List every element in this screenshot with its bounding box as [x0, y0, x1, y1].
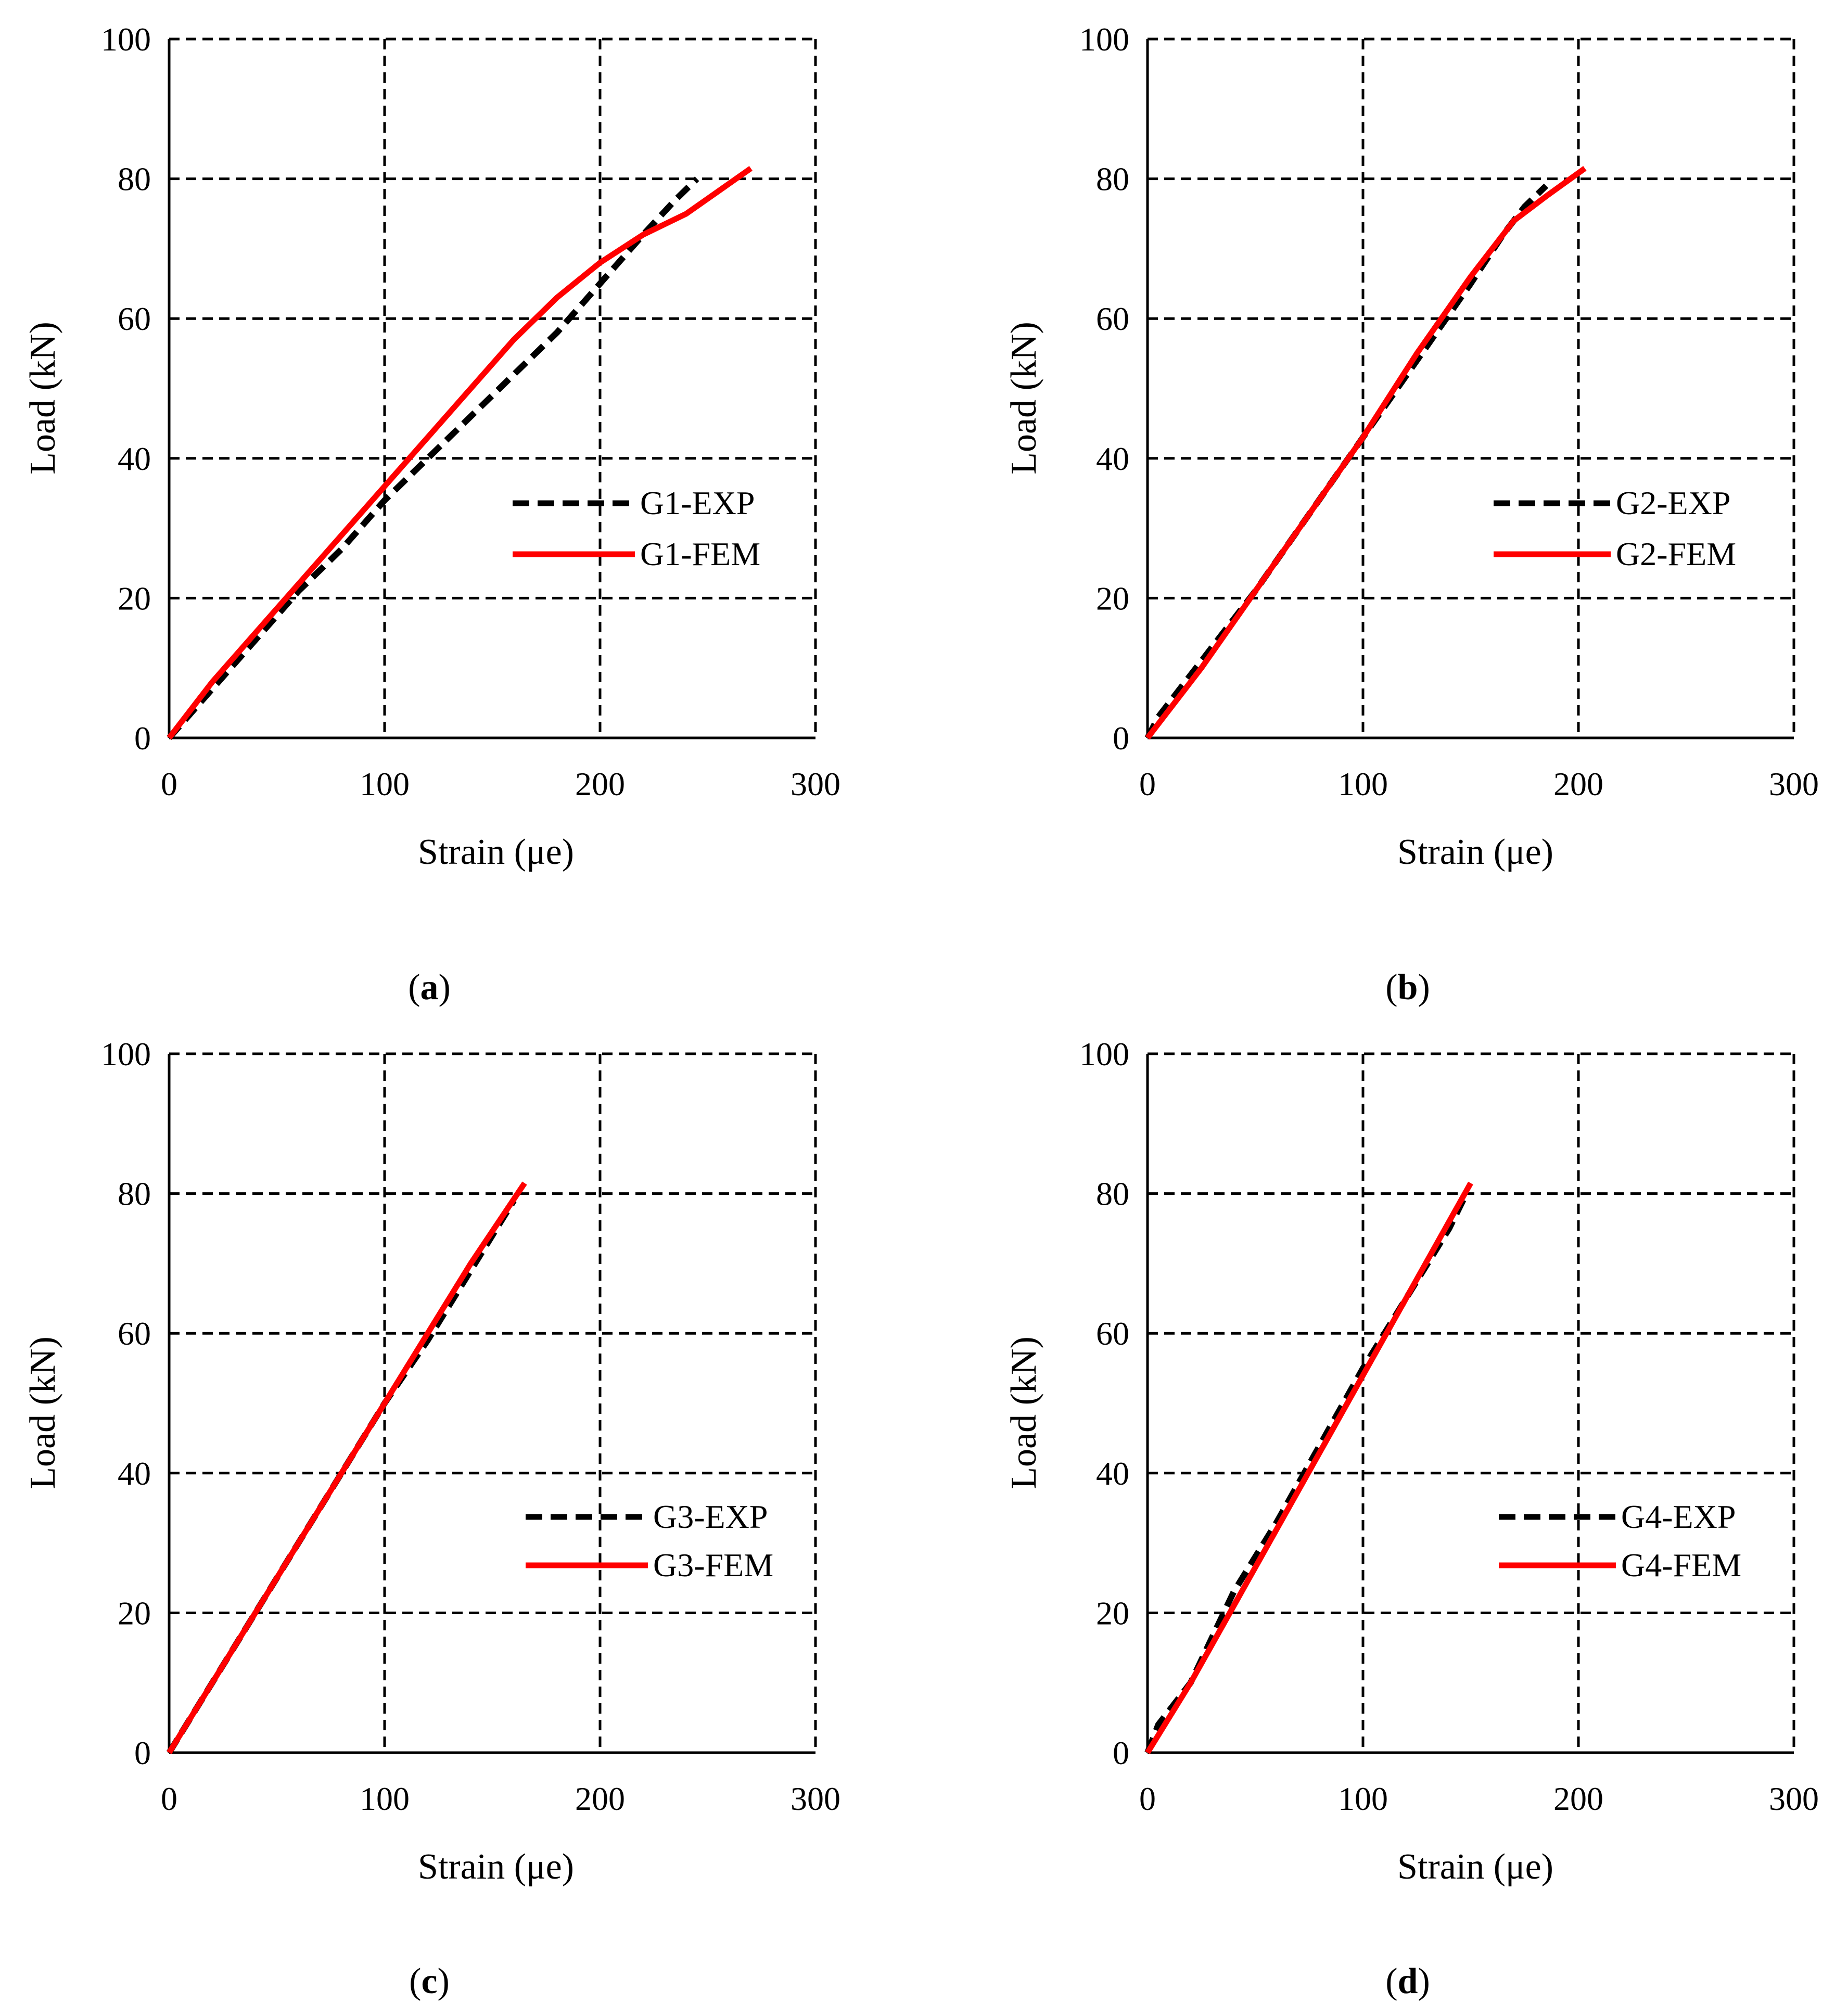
legend: G3-EXP G3-FEM	[526, 1498, 773, 1584]
y-tick-label: 60	[118, 1315, 151, 1352]
y-tick-label: 0	[1113, 1734, 1129, 1771]
chart-panel-d: 0 20 40 60 80 100 0 100 200 300 Strain (μe) Load …	[1004, 1036, 1819, 2001]
y-tick-label: 100	[101, 1036, 151, 1073]
y-tick-label: 0	[134, 1734, 151, 1771]
y-tick-label: 20	[1096, 580, 1129, 617]
y-tick-label: 0	[134, 720, 151, 757]
panel-label-letter: d	[1398, 1961, 1418, 2001]
y-tick-label: 20	[118, 580, 151, 617]
x-tick-label: 0	[161, 765, 177, 802]
legend-label-fem: G3-FEM	[653, 1547, 773, 1584]
legend-label-fem: G1-FEM	[640, 535, 760, 572]
y-axis-title: Load (kN)	[23, 322, 63, 475]
legend-label-exp: G4-EXP	[1621, 1498, 1736, 1535]
x-tick-label: 200	[1553, 1780, 1603, 1817]
legend-label-exp: G2-EXP	[1616, 484, 1730, 521]
x-tick-label: 200	[575, 1780, 625, 1817]
x-tick-label: 200	[1553, 765, 1603, 802]
y-tick-label: 20	[1096, 1594, 1129, 1631]
panel-label: (c)	[409, 1961, 450, 2001]
legend-label-exp: G3-EXP	[653, 1498, 768, 1535]
y-tick-label: 60	[118, 300, 151, 337]
x-tick-label: 0	[1139, 765, 1156, 802]
x-tick-label: 100	[360, 1780, 410, 1817]
y-tick-label: 60	[1096, 300, 1129, 337]
x-tick-label: 300	[791, 765, 840, 802]
panel-label-letter: b	[1398, 967, 1418, 1007]
y-axis-title: Load (kN)	[1004, 322, 1044, 475]
x-tick-label: 100	[360, 765, 410, 802]
legend-label-exp: G1-EXP	[640, 484, 755, 521]
x-tick-label: 300	[1769, 765, 1819, 802]
legend: G4-EXP G4-FEM	[1499, 1498, 1741, 1584]
y-axis-title: Load (kN)	[1004, 1336, 1044, 1489]
legend-label-fem: G4-FEM	[1621, 1547, 1741, 1584]
x-axis-title: Strain (μe)	[1397, 1847, 1553, 1887]
y-tick-label: 80	[118, 1176, 151, 1212]
legend: G1-EXP G1-FEM	[513, 484, 760, 572]
x-tick-label: 0	[161, 1780, 177, 1817]
panel-label: (b)	[1385, 967, 1430, 1007]
y-tick-label: 80	[1096, 161, 1129, 198]
y-axis-title: Load (kN)	[23, 1336, 63, 1489]
legend-label-fem: G2-FEM	[1616, 535, 1736, 572]
panel-label: (a)	[408, 967, 451, 1007]
y-tick-label: 0	[1113, 720, 1129, 757]
chart-panel-a: 0 20 40 60 80 100 0 100 200 300 Strain (μe) Load …	[23, 21, 840, 1007]
x-tick-label: 100	[1338, 765, 1388, 802]
x-axis-title: Strain (μe)	[1397, 832, 1553, 872]
x-tick-label: 0	[1139, 1780, 1156, 1817]
y-tick-label: 100	[101, 21, 151, 58]
chart-panel-c: 0 20 40 60 80 100 0 100 200 300 Strain (μe) Load …	[23, 1036, 840, 2001]
x-tick-label: 300	[791, 1780, 840, 1817]
y-tick-label: 100	[1079, 1036, 1129, 1073]
y-tick-label: 80	[118, 161, 151, 198]
x-tick-label: 200	[575, 765, 625, 802]
y-tick-label: 40	[118, 440, 151, 477]
x-tick-label: 100	[1338, 1780, 1388, 1817]
series-line-g1-exp	[167, 176, 699, 740]
x-axis-title: Strain (μe)	[418, 832, 574, 872]
x-tick-label: 300	[1769, 1780, 1819, 1817]
x-axis-title: Strain (μe)	[418, 1847, 574, 1887]
series-line-g4-fem	[1145, 1181, 1473, 1754]
y-tick-label: 80	[1096, 1176, 1129, 1212]
series-line-g2-fem	[1145, 166, 1587, 740]
panel-label: (d)	[1385, 1961, 1430, 2001]
y-tick-label: 40	[118, 1455, 151, 1492]
y-tick-label: 100	[1079, 21, 1129, 58]
panel-label-letter: a	[420, 967, 439, 1007]
chart-panel-b: 0 20 40 60 80 100 0 100 200 300 Strain (μe) Load …	[1004, 21, 1819, 1007]
y-tick-label: 40	[1096, 1455, 1129, 1492]
panel-label-letter: c	[421, 1961, 437, 2001]
y-tick-label: 20	[118, 1594, 151, 1631]
series-line-g1-fem	[167, 166, 753, 740]
legend: G2-EXP G2-FEM	[1494, 484, 1736, 572]
y-tick-label: 40	[1096, 440, 1129, 477]
series-line-g3-fem	[167, 1181, 527, 1754]
y-tick-label: 60	[1096, 1315, 1129, 1352]
